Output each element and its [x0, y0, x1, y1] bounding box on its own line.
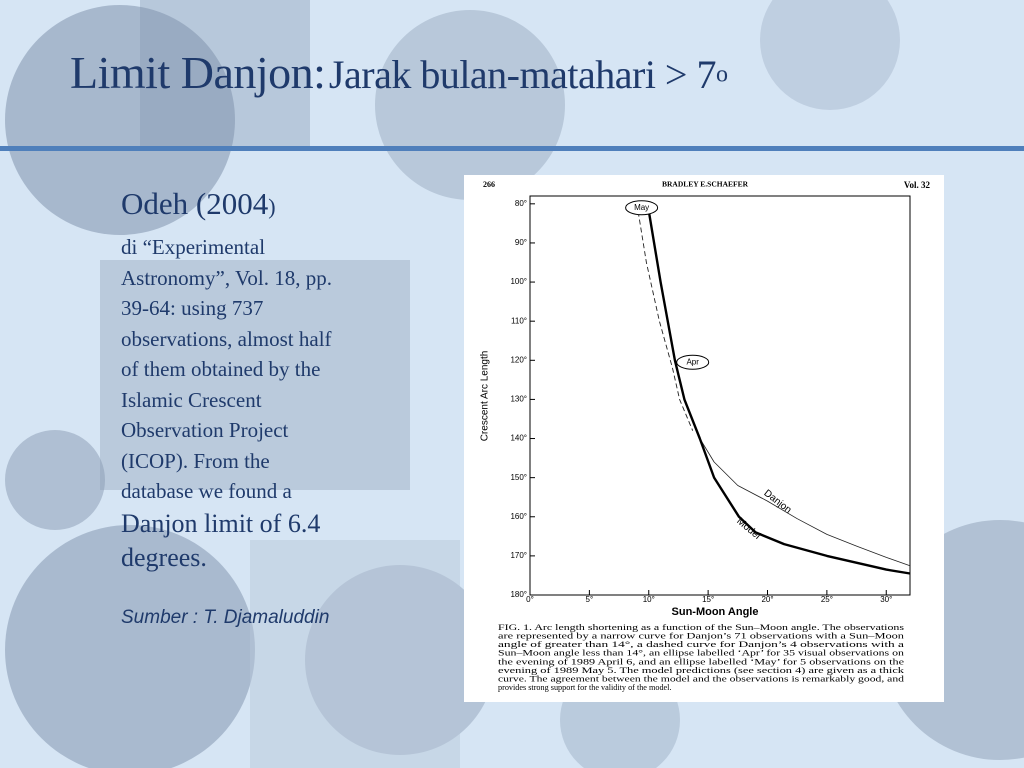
author: BRADLEY E.SCHAEFER — [662, 180, 749, 189]
caption-line: angle of greater than 14°, a dashed curv… — [498, 640, 905, 649]
source: Sumber : T. Djamaluddin — [121, 606, 330, 628]
figure-page — [464, 175, 944, 702]
x-tick-label: 10° — [643, 595, 655, 604]
y-tick-label: 130° — [510, 395, 527, 404]
x-tick-label: 0° — [526, 595, 534, 604]
annotation-ellipse — [676, 354, 710, 370]
y-tick-label: 170° — [510, 551, 527, 560]
decor-circle — [375, 10, 565, 200]
body-large: Danjon limit of 6.4 degrees. — [121, 507, 441, 575]
caption-line: FIG. 1. Arc length shortening as a funct… — [498, 623, 904, 632]
body-line: (ICOP). From the — [121, 448, 270, 473]
decor-circle — [305, 565, 495, 755]
y-axis-label: Crescent Arc Length — [480, 351, 491, 442]
x-axis-label: Sun-Moon Angle — [672, 606, 759, 618]
y-tick-label: 150° — [510, 473, 527, 482]
slide-title: Limit Danjon: Jarak bulan-matahari > 7o — [70, 46, 728, 99]
body-line: observations, almost half — [121, 326, 332, 351]
body-large-line: Danjon limit of 6.4 — [121, 508, 321, 538]
body-line: Observation Project — [121, 418, 289, 442]
y-tick-label: 110° — [511, 316, 527, 325]
caption-line: provides strong support for the validity… — [498, 683, 672, 692]
body-line: database we found a — [121, 479, 292, 503]
caption-line: Sun–Moon angle less than 14°, an ellipse… — [498, 649, 904, 658]
x-tick-label: 25° — [821, 595, 833, 604]
y-tick-label: 180° — [510, 590, 527, 599]
x-tick-label: 5° — [586, 595, 594, 604]
caption-line: evening of 1989 May 5. The model predict… — [498, 666, 905, 675]
caption-line: curve. The agreement between the model a… — [498, 674, 904, 683]
y-tick-label: 90° — [515, 238, 527, 247]
heading-text: Odeh (2004 — [121, 186, 269, 221]
body-line: 39-64: using 737 — [121, 296, 264, 320]
body-line: Astronomy”, Vol. 18, pp. — [121, 265, 332, 290]
decor-circle — [760, 0, 900, 110]
decor-square — [250, 540, 460, 768]
body-line: Islamic Crescent — [121, 387, 262, 412]
annotation-label: May — [634, 203, 649, 212]
heading: Odeh (2004) — [121, 186, 441, 222]
body-large-line: degrees. — [121, 542, 207, 572]
volume: Vol. 32 — [904, 180, 931, 190]
caption-line: the evening of 1989 April 6, and an elli… — [498, 657, 905, 666]
series-line — [699, 438, 911, 567]
decor-circle — [5, 430, 105, 530]
x-tick-label: 20° — [761, 595, 773, 604]
y-tick-label: 80° — [515, 199, 527, 208]
title-rule — [0, 146, 1024, 151]
text-block: Odeh (2004) di “Experimental Astronomy”, … — [121, 186, 441, 629]
caption-line: are represented by a narrow curve for Da… — [498, 631, 904, 640]
title-sup: o — [715, 61, 728, 88]
y-tick-label: 120° — [510, 355, 527, 364]
series-line — [646, 203, 911, 575]
decor-circle — [5, 525, 255, 768]
y-tick-label: 100° — [510, 277, 527, 286]
caption: FIG. 1. Arc length shortening as a funct… — [498, 623, 905, 692]
title-sub: Jarak bulan-matahari > 7 — [328, 52, 717, 97]
annotation-label: Apr — [686, 357, 699, 366]
y-tick-label: 160° — [510, 512, 527, 521]
x-tick-label: 30° — [880, 595, 892, 604]
body-line: of them obtained by the — [121, 357, 321, 381]
series-line — [636, 203, 694, 431]
body: di “Experimental Astronomy”, Vol. 18, pp.… — [121, 232, 441, 507]
y-tick-label: 140° — [510, 434, 527, 443]
body-line: di “Experimental — [121, 235, 266, 259]
annotation-ellipse — [625, 200, 659, 216]
decor-circle — [5, 5, 235, 235]
title-main: Limit Danjon: — [70, 47, 326, 98]
heading-paren: ) — [268, 194, 276, 219]
page-number: 266 — [483, 180, 495, 189]
x-tick-label: 15° — [702, 595, 714, 604]
decor-square — [100, 260, 410, 490]
plot-frame — [529, 195, 911, 596]
